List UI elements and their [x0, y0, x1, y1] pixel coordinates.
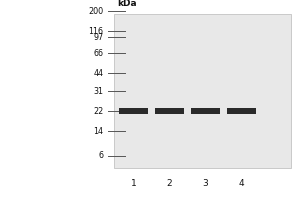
- Bar: [119, 108, 148, 114]
- Text: 6: 6: [98, 152, 104, 160]
- Bar: [114, 14, 291, 168]
- Text: 31: 31: [94, 87, 103, 96]
- Text: kDa: kDa: [117, 0, 136, 8]
- Text: 3: 3: [202, 179, 208, 188]
- Text: 22: 22: [93, 107, 103, 116]
- Text: 66: 66: [94, 48, 103, 58]
- Bar: [227, 108, 256, 114]
- Text: 200: 200: [88, 6, 104, 16]
- Text: 116: 116: [88, 26, 104, 36]
- Text: 14: 14: [94, 127, 103, 136]
- Text: 97: 97: [93, 32, 103, 42]
- Bar: [155, 108, 184, 114]
- Text: 2: 2: [167, 179, 172, 188]
- Text: 4: 4: [239, 179, 244, 188]
- Text: 1: 1: [130, 179, 136, 188]
- Bar: [191, 108, 220, 114]
- Text: 44: 44: [94, 68, 103, 77]
